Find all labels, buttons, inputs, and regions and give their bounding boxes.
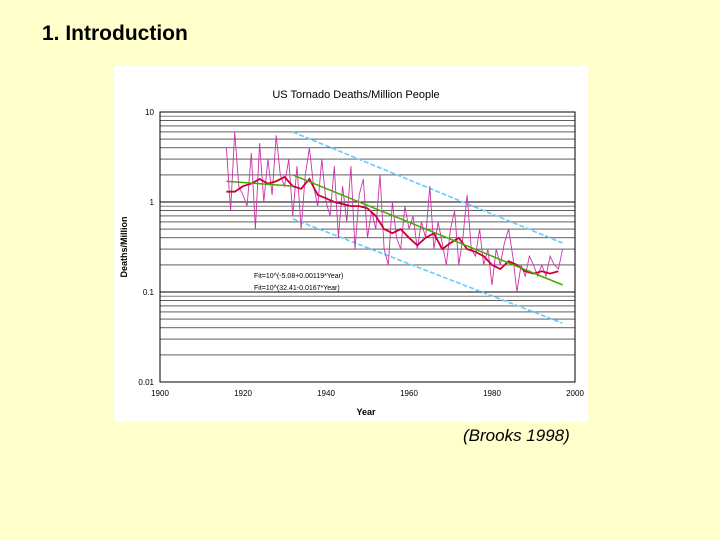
data-series [225,131,564,293]
y-tick-label: 1 [150,198,155,207]
band-line [292,131,563,244]
chart-title: US Tornado Deaths/Million People [272,89,439,101]
x-tick-label: 1900 [151,389,169,398]
x-axis-label: Year [356,407,376,417]
y-tick-label: 10 [145,108,154,117]
fit-line [226,180,293,187]
x-tick-label: 2000 [566,389,584,398]
citation: (Brooks 1998) [463,426,570,445]
chart-figure: US Tornado Deaths/Million People 0.01 0.1… [114,66,588,422]
tornado-deaths-chart: US Tornado Deaths/Million People 0.01 0.1… [119,89,584,417]
band-line [292,218,563,324]
x-tick-labels: 1900 1920 1940 1960 1980 2000 [151,389,584,398]
y-tick-label: 0.01 [138,378,154,387]
fit-lines [226,174,563,286]
slide-title: 1. Introduction [42,22,188,45]
uncertainty-bands [292,131,563,324]
annotation-fit-1: Fit=10^(-5.08+0.00119*Year) [254,273,343,280]
y-tick-label: 0.1 [143,288,155,297]
x-tick-label: 1920 [234,389,252,398]
x-tick-label: 1940 [317,389,335,398]
annual-series-line [225,131,564,293]
y-axis-label: Deaths/Million [119,216,129,277]
annotation-fit-2: Fit=10^(32.41-0.0167*Year) [254,285,340,292]
smoothed-series-line [226,175,559,275]
x-tick-label: 1980 [483,389,501,398]
x-tick-label: 1960 [400,389,418,398]
plot-area-frame [159,111,576,383]
y-tick-labels: 0.01 0.1 1 10 [138,108,154,387]
fit-line [292,174,563,286]
